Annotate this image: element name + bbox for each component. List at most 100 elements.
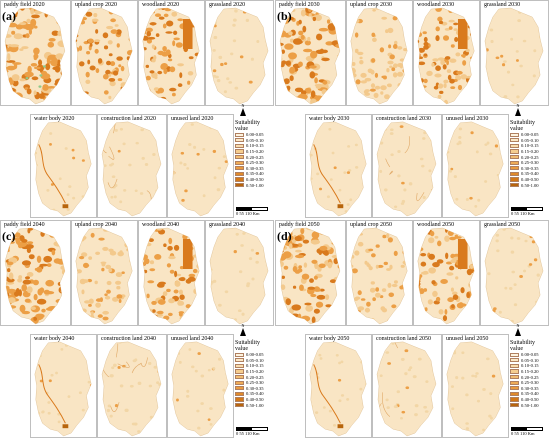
suitability-patch — [142, 86, 149, 91]
suitability-patch — [110, 29, 118, 34]
suitability-patch — [417, 74, 421, 80]
suitability-patch — [443, 79, 449, 84]
suitability-patch — [59, 90, 65, 99]
suitability-patch — [102, 32, 109, 39]
suitability-patch — [359, 56, 363, 60]
suitability-patch — [183, 162, 187, 167]
suitability-patch — [437, 240, 442, 247]
suitability-patch — [503, 60, 507, 63]
suitability-patch — [417, 308, 420, 315]
suitability-patch — [26, 247, 32, 253]
suitability-patch — [387, 9, 391, 15]
suitability-patch — [359, 60, 364, 65]
suitability-patch — [6, 65, 16, 71]
suitability-patch — [433, 85, 439, 90]
suitability-patch — [213, 176, 217, 180]
suitability-patch — [500, 373, 504, 376]
suitability-patch — [380, 91, 384, 95]
suitability-patch — [51, 30, 59, 36]
suitability-patch — [403, 48, 408, 52]
suitability-patch — [372, 9, 376, 12]
suitability-patch — [60, 85, 65, 92]
suitability-patch — [194, 369, 198, 373]
suitability-patch — [228, 81, 233, 84]
region-outline — [101, 121, 162, 217]
legend-entry: 0.50-1.00 — [510, 402, 546, 408]
suitability-patch — [7, 53, 11, 62]
suitability-patch — [25, 77, 29, 80]
suitability-patch — [88, 256, 93, 260]
suitability-patch — [15, 237, 21, 245]
suitability-patch — [161, 51, 169, 57]
suitability-patch — [130, 239, 133, 244]
suitability-patch — [78, 61, 85, 67]
suitability-patch — [484, 242, 486, 246]
suitability-patch — [153, 365, 158, 369]
suitability-patch — [153, 87, 160, 91]
suitability-patch — [451, 407, 455, 411]
suitability-patch — [163, 68, 168, 75]
suitability-patch — [31, 76, 39, 81]
suitability-patch — [366, 262, 370, 267]
suitability-patch — [33, 56, 38, 61]
suitability-patch — [60, 17, 65, 20]
suitability-patch — [379, 213, 384, 217]
suitability-patch — [446, 69, 452, 73]
suitability-patch — [213, 35, 218, 40]
suitability-patch — [18, 289, 23, 297]
suitability-patch — [324, 294, 330, 300]
suitability-patch — [428, 169, 432, 173]
suitability-patch — [147, 36, 156, 40]
suitability-patch — [47, 86, 56, 89]
region-outline — [446, 121, 504, 217]
suitability-patch — [147, 280, 155, 284]
suitability-patch — [5, 34, 12, 38]
suitability-patch — [233, 250, 237, 254]
map-title: water body 2050 — [309, 336, 350, 342]
suitability-patch — [284, 43, 294, 50]
suitability-patch — [423, 53, 428, 57]
suitability-patch — [188, 56, 194, 60]
suitability-patch — [34, 151, 38, 155]
suitability-patch — [280, 284, 286, 290]
road-line — [102, 144, 107, 154]
suitability-patch — [331, 151, 335, 155]
suitability-patch — [414, 404, 419, 408]
suitability-patch — [84, 202, 89, 206]
suitability-patch — [319, 245, 328, 251]
suitability-patch — [195, 60, 200, 65]
suitability-patch — [107, 428, 112, 432]
suitability-patch — [142, 235, 145, 240]
suitability-patch — [331, 83, 337, 91]
suitability-patch — [510, 319, 514, 323]
suitability-patch — [357, 241, 364, 247]
suitability-patch — [437, 83, 444, 89]
suitability-patch — [524, 239, 528, 243]
suitability-patch — [334, 14, 340, 21]
suitability-patch — [447, 297, 454, 303]
suitability-patch — [188, 143, 192, 146]
suitability-patch — [149, 415, 153, 419]
road-line — [113, 121, 117, 134]
suitability-patch — [182, 8, 187, 9]
suitability-patch — [161, 8, 165, 10]
suitability-patch — [64, 60, 65, 68]
suitability-patch — [177, 299, 181, 306]
suitability-patch — [195, 79, 200, 86]
region-map — [101, 341, 162, 437]
suitability-patch — [61, 298, 65, 305]
suitability-patch — [360, 298, 366, 301]
suitability-patch — [81, 408, 85, 412]
suitability-patch — [197, 313, 200, 319]
suitability-patch — [48, 38, 56, 42]
suitability-patch — [33, 66, 41, 70]
suitability-patch — [370, 100, 377, 104]
suitability-patch — [82, 211, 86, 215]
suitability-patch — [490, 416, 493, 420]
legend-entry: 0.05-0.10 — [510, 358, 546, 364]
suitability-patch — [444, 56, 451, 60]
suitability-patch — [455, 75, 462, 81]
legend-swatch — [510, 369, 519, 374]
suitability-patch — [175, 42, 183, 48]
suitability-patch — [423, 405, 427, 409]
